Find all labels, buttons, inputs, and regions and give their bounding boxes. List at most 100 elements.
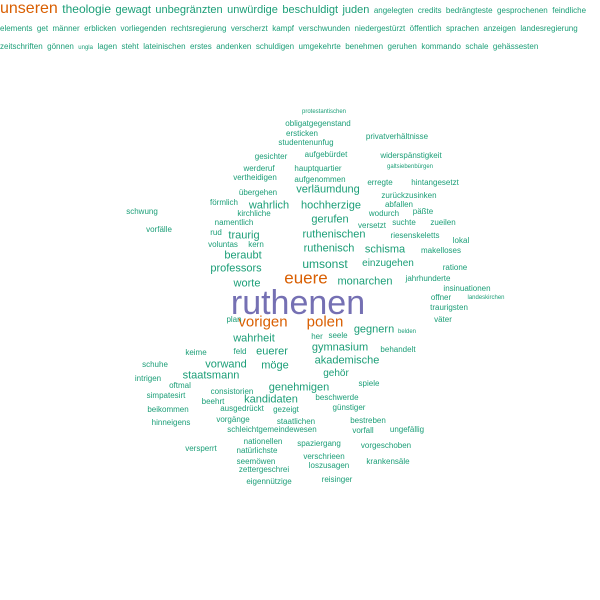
word-vorgaenge: vorgänge — [216, 415, 250, 424]
word-gegnern: gegnern — [353, 323, 395, 336]
word-kirchliche: kirchliche — [237, 209, 271, 218]
word-professors: professors — [210, 262, 262, 275]
word-plan: plan — [226, 315, 242, 324]
word-gehaessesten: gehässesten — [492, 42, 539, 51]
word-traurig: traurig — [228, 229, 260, 242]
word-beraubt: beraubt — [224, 249, 262, 262]
word-schuhe: schuhe — [142, 360, 168, 369]
word-uebergehen: übergehen — [238, 188, 278, 197]
word-gerufen: gerufen — [311, 213, 349, 226]
word-intrigen: intrigen — [134, 374, 162, 383]
word-foermlich: förmlich — [209, 198, 239, 207]
word-verschwunden: verschwunden — [298, 24, 351, 33]
word-namentlich: namentlich — [214, 218, 254, 227]
word-loszusagen: loszusagen — [308, 461, 350, 470]
word-vorwand: vorwand — [205, 358, 247, 371]
word-geruhen: geruhen — [387, 42, 417, 51]
word-privatverhaeltnisse: privatverhältnisse — [365, 132, 429, 141]
word-makelloses: makelloses — [420, 246, 462, 255]
word-unbegraenzten: unbegränzten — [155, 4, 223, 16]
word-lagen: lagen — [97, 42, 118, 51]
word-akademische: akademische — [314, 354, 380, 367]
word-hauptquartier: hauptquartier — [294, 164, 342, 173]
word-landeskirchen: landeskirchen — [467, 295, 505, 301]
word-unwuerdige: unwürdige — [227, 4, 278, 16]
word-gymnasium: gymnasium — [311, 341, 369, 354]
word-simpatesirt: simpatesirt — [146, 391, 186, 400]
word-eigennuetzige: eigennützige — [246, 477, 292, 486]
word-oeffentlich: öffentlich — [409, 24, 442, 33]
word-ersticken: ersticken — [285, 129, 319, 138]
word-ungla: ungla — [78, 45, 93, 51]
word-staatlichen: staatlichen — [276, 417, 316, 426]
word-studentenunfug: studentenunfug — [278, 138, 334, 147]
word-erregte: erregte — [367, 178, 393, 187]
word-euerer: euerer — [256, 345, 288, 358]
word-wodurch: wodurch — [368, 209, 400, 218]
word-schale: schale — [465, 42, 489, 51]
word-beschwerde: beschwerde — [315, 393, 359, 402]
word-behandelt: behandelt — [380, 345, 416, 354]
word-genehmigen: genehmigen — [268, 381, 330, 394]
word-vorliegenden: vorliegenden — [120, 24, 167, 33]
word-vorgeschoben: vorgeschoben — [360, 441, 412, 450]
word-voluntas: voluntas — [208, 240, 238, 249]
word-lokal: lokal — [452, 236, 470, 245]
word-spaziergang: spaziergang — [297, 439, 341, 448]
word-protestantischen: protestantischen — [301, 109, 347, 115]
word-gezeigt: gezeigt — [273, 405, 299, 414]
word-suchte: suchte — [392, 218, 416, 227]
word-verlaeumdung: verläumdung — [296, 183, 360, 196]
word-natuerlichste: natürlichste — [236, 446, 278, 455]
word-keime: keime — [185, 348, 207, 357]
word-umgekehrte: umgekehrte — [298, 42, 341, 51]
word-wahrlich: wahrlich — [248, 199, 290, 212]
word-obligatgegenstand: obligatgegenstand — [285, 119, 351, 128]
word-einzugehen: einzugehen — [362, 258, 414, 269]
word-staatsmann: staatsmann — [182, 369, 240, 382]
word-get: get — [36, 24, 49, 33]
word-hintangesetzt: hintangesetzt — [411, 178, 459, 187]
word-gewagt: gewagt — [115, 4, 151, 16]
word-abfallen: abfallen — [384, 200, 414, 209]
word-kandidaten: kandidaten — [244, 393, 298, 406]
word-gehoer: gehör — [323, 368, 349, 379]
word-steht: steht — [121, 42, 139, 51]
word-aufgebuerdet: aufgebürdet — [304, 150, 348, 159]
word-seele: seele — [328, 331, 348, 340]
word-kern: kern — [248, 240, 264, 249]
word-schwung: schwung — [126, 207, 158, 216]
word-versperrt: versperrt — [185, 444, 217, 453]
word-offner: offner — [430, 293, 452, 302]
word-benehmen: benehmen — [345, 42, 384, 51]
word-spiele: spiele — [358, 379, 380, 388]
word-niedergestuerzt: niedergestürzt — [354, 24, 406, 33]
word-zettergeschrei: zettergeschrei — [238, 465, 290, 474]
word-bedraengteste: bedrängteste — [445, 6, 493, 15]
word-kampf: kampf — [272, 24, 295, 33]
word-schleichtgemeindewesen: schleichtgemeindewesen — [227, 425, 317, 434]
word-vorfall: vorfall — [352, 426, 374, 435]
word-hinneigens: hinneigens — [151, 418, 191, 427]
word-aufgenommen: aufgenommen — [294, 175, 346, 184]
word-beehrt: beehrt — [201, 397, 225, 406]
word-moege: möge — [261, 359, 289, 372]
word-schisma: schisma — [364, 243, 406, 256]
word-werderuf: werderuf — [243, 164, 275, 173]
word-reisinger: reisinger — [321, 475, 353, 484]
word-zeitschriften: zeitschriften — [0, 42, 43, 51]
word-rechtsregierung: rechtsregierung — [170, 24, 227, 33]
word-juden: juden — [342, 4, 370, 16]
word-zurueckzusinken: zurückzusinken — [381, 191, 437, 200]
word-beschuldigt: beschuldigt — [282, 4, 338, 16]
word-verschrieen: verschrieen — [303, 452, 345, 461]
word-andenken: andenken — [216, 42, 252, 51]
word-beikommen: beikommen — [147, 405, 189, 414]
word-euere: euere — [284, 268, 328, 288]
word-galtsiebenbuergen: galtsiebenbürgen — [386, 164, 434, 170]
word-zueilen: zueilen — [430, 218, 456, 227]
word-guenstiger: günstiger — [332, 403, 366, 412]
word-widerspaenstigkeit: widerspänstigkeit — [380, 151, 442, 160]
word-vorigen: vorigen — [238, 313, 288, 331]
